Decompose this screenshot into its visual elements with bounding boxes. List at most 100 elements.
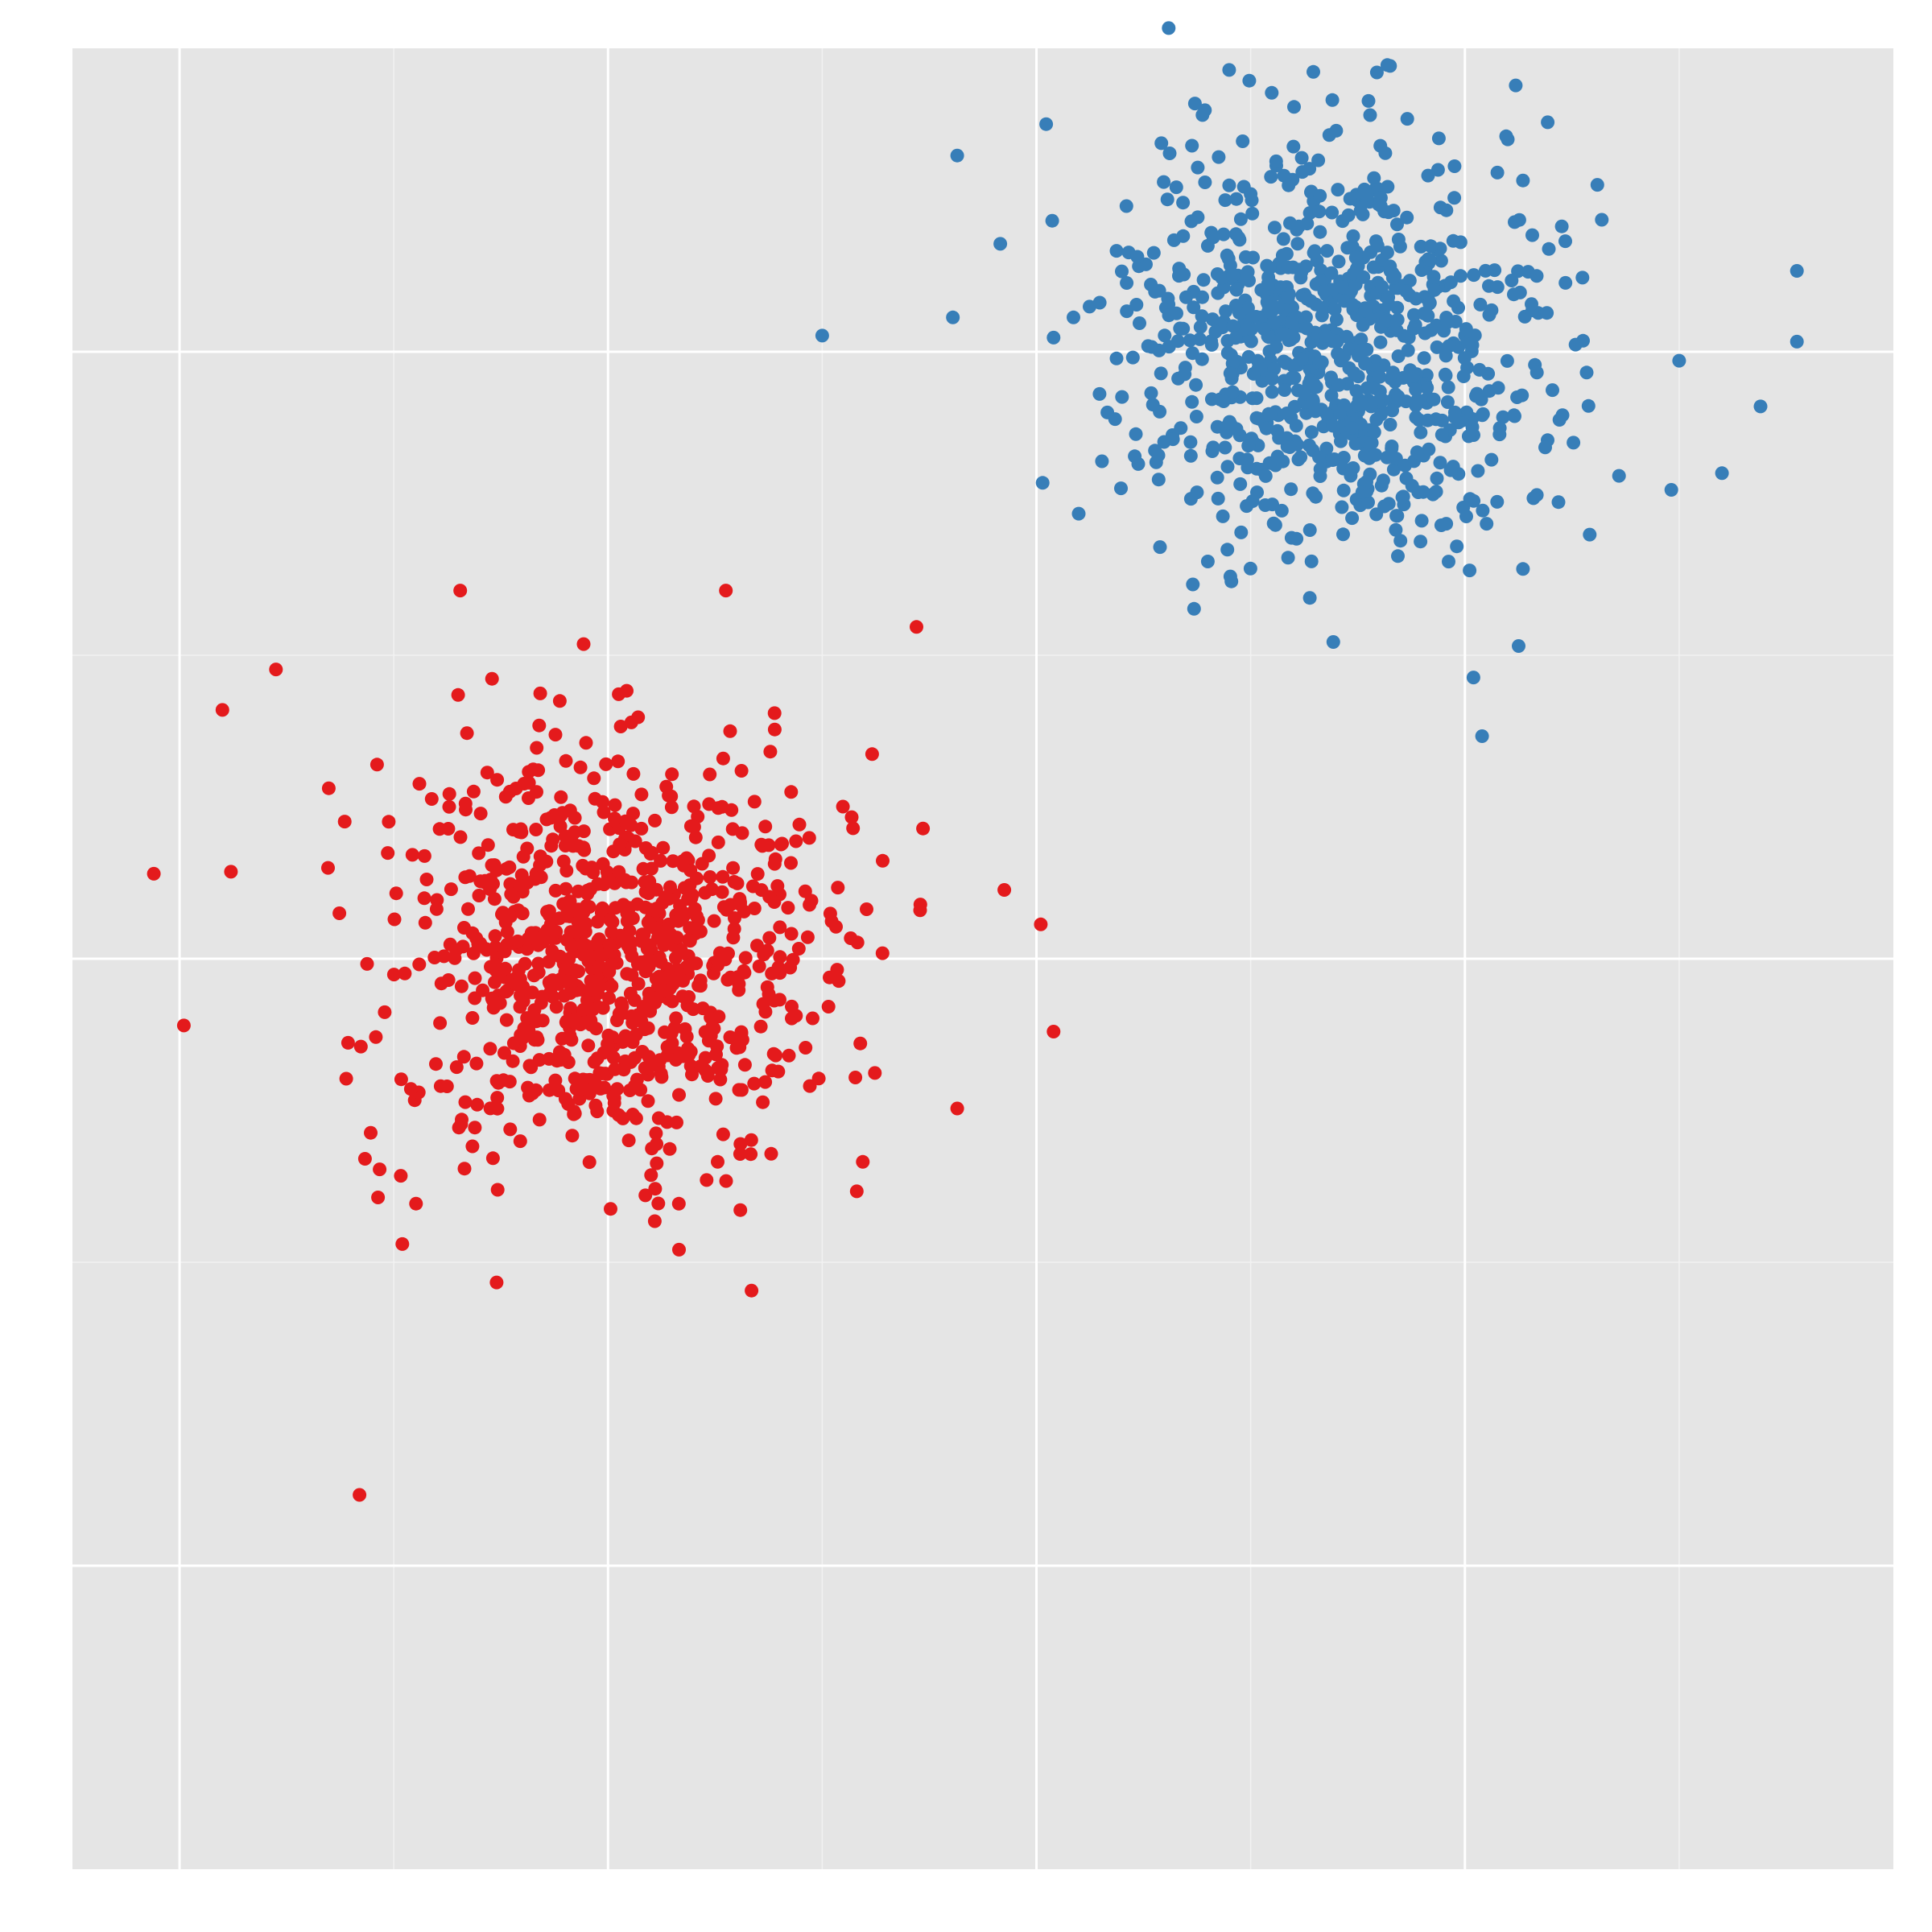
data-point: [542, 904, 556, 919]
data-point: [640, 942, 654, 956]
data-point: [693, 924, 708, 939]
data-point: [1612, 469, 1626, 483]
data-point: [1441, 380, 1455, 394]
data-point: [1672, 353, 1686, 368]
data-point: [429, 1057, 443, 1071]
data-point: [713, 1072, 728, 1087]
data-point: [1128, 449, 1142, 464]
data-point: [853, 1036, 868, 1051]
data-point: [1369, 65, 1384, 80]
data-point: [417, 848, 431, 863]
data-point: [473, 807, 488, 821]
data-point: [533, 686, 547, 700]
data-point: [1218, 193, 1232, 208]
data-point: [693, 979, 708, 993]
data-point: [1327, 302, 1342, 316]
data-point: [1484, 452, 1499, 467]
data-point: [433, 1016, 448, 1030]
data-point: [540, 923, 555, 937]
data-point: [1501, 132, 1515, 147]
data-point: [1267, 316, 1282, 330]
data-point: [1354, 332, 1368, 347]
data-point: [1240, 499, 1254, 514]
data-point: [1223, 366, 1237, 381]
data-point: [1440, 315, 1455, 329]
data-point: [1330, 334, 1344, 349]
data-point: [582, 1155, 597, 1170]
data-point: [564, 939, 579, 954]
data-point: [1173, 321, 1187, 336]
data-point: [625, 911, 640, 926]
data-point: [798, 884, 812, 898]
data-point: [465, 1139, 480, 1154]
data-point: [636, 1000, 650, 1013]
data-point: [997, 883, 1012, 897]
data-point: [1439, 203, 1454, 217]
data-point: [733, 1147, 747, 1161]
data-point: [1304, 554, 1319, 568]
data-point: [1595, 213, 1609, 227]
data-point: [1039, 117, 1054, 131]
data-point: [1329, 123, 1344, 138]
data-point: [1391, 233, 1406, 246]
data-point: [716, 900, 731, 914]
data-point: [781, 901, 795, 915]
data-point: [449, 1060, 464, 1075]
data-point: [1558, 234, 1572, 249]
data-point: [1284, 482, 1298, 497]
data-point: [784, 785, 799, 799]
data-point: [1414, 514, 1429, 528]
data-point: [654, 853, 668, 868]
data-point: [1542, 242, 1556, 256]
data-point: [1095, 454, 1109, 469]
data-point: [1307, 376, 1321, 390]
data-point: [1552, 413, 1567, 427]
data-point: [738, 951, 753, 965]
data-point: [353, 1488, 367, 1502]
data-point: [651, 1196, 666, 1211]
data-point: [269, 663, 283, 677]
data-point: [601, 1037, 615, 1051]
data-point: [1353, 204, 1368, 218]
data-point: [1457, 351, 1472, 365]
data-point: [490, 1101, 505, 1116]
data-point: [490, 1091, 505, 1105]
data-point: [500, 925, 514, 939]
data-point: [1144, 278, 1158, 291]
data-point: [476, 983, 490, 997]
data-point: [1265, 372, 1279, 386]
data-point: [1476, 503, 1490, 518]
data-point: [1480, 517, 1494, 531]
data-point: [638, 1188, 653, 1203]
data-point: [1373, 369, 1387, 384]
data-point: [371, 1191, 386, 1204]
data-point: [1467, 268, 1481, 283]
data-point: [608, 798, 622, 812]
data-point: [454, 979, 469, 993]
data-point: [604, 1202, 617, 1216]
data-point: [386, 968, 401, 982]
data-point: [1540, 306, 1554, 320]
data-point: [773, 950, 787, 964]
data-point: [1071, 506, 1086, 521]
data-point: [1349, 384, 1364, 398]
data-point: [1541, 115, 1555, 130]
data-point: [1568, 337, 1583, 352]
data-point: [1285, 316, 1299, 330]
data-point: [395, 1236, 410, 1251]
data-point: [1496, 410, 1510, 424]
data-point: [176, 1018, 191, 1033]
data-point: [721, 946, 735, 960]
data-point: [1516, 562, 1530, 576]
data-point: [565, 1129, 580, 1143]
data-point: [558, 1092, 572, 1106]
data-point: [469, 1056, 484, 1071]
data-point: [630, 1072, 644, 1087]
data-point: [539, 812, 554, 827]
data-point: [1348, 250, 1363, 265]
data-point: [1222, 178, 1236, 192]
data-point: [785, 999, 799, 1013]
data-point: [1212, 150, 1226, 164]
data-point: [621, 814, 634, 828]
data-point: [1307, 64, 1320, 79]
